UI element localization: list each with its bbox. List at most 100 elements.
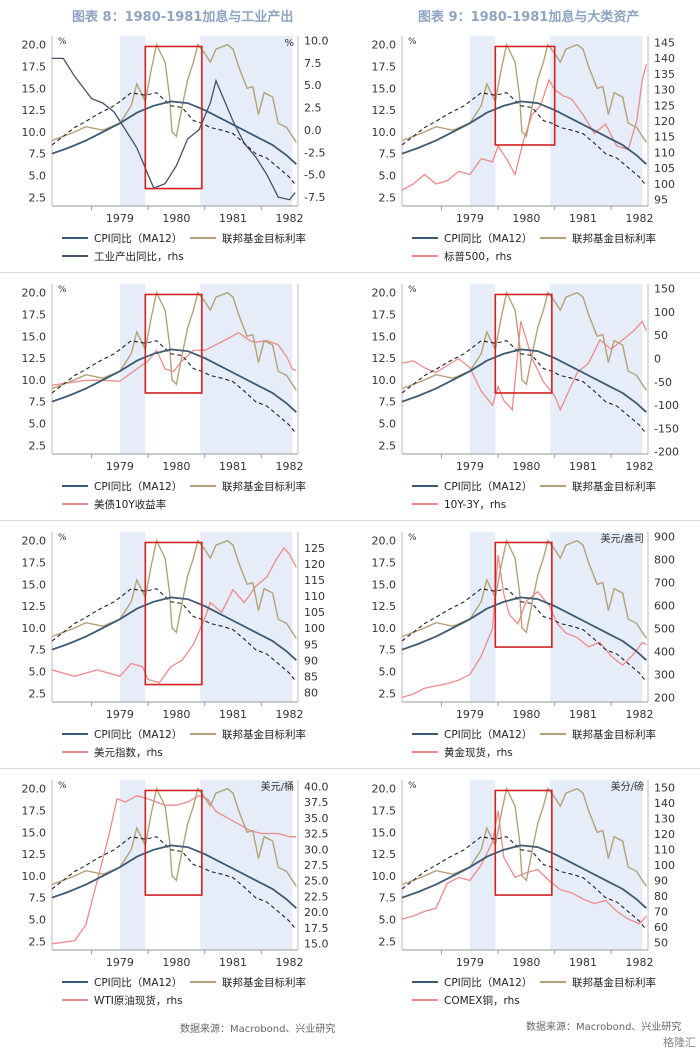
highlight-box bbox=[144, 541, 203, 686]
x-tick-label: 1980 bbox=[512, 956, 540, 969]
y-right-tick-label: 150 bbox=[654, 283, 675, 296]
y-left-tick-label: 17.5 bbox=[22, 309, 47, 322]
shade-band-1 bbox=[550, 284, 643, 454]
y-right-unit: 美元/桶 bbox=[261, 780, 294, 793]
chart-panel-ust10y: 20.0 17.5 15.0 12.5 10.0 7.5 5.0 2.5% 1979 1980 19… bbox=[0, 274, 350, 522]
shade-band-1 bbox=[200, 284, 293, 454]
header-left: 图表 8：1980-1981加息与工业产出 bbox=[72, 10, 294, 25]
y-left-tick-label: 7.5 bbox=[29, 396, 47, 409]
y-right-tick-label: 100 bbox=[654, 306, 675, 319]
y-right-unit: % bbox=[284, 38, 294, 49]
y-right-tick-label: 300 bbox=[654, 668, 675, 681]
watermark-logo: 格隆汇 bbox=[663, 1036, 696, 1049]
x-tick-label: 1981 bbox=[569, 956, 597, 969]
y-right-tick-label: 130 bbox=[654, 84, 675, 97]
source-note-left: 数据来源：Macrobond、兴业研究 bbox=[180, 1024, 336, 1035]
series-fed-target-line bbox=[52, 290, 297, 391]
y-right-tick-label: 90 bbox=[654, 874, 668, 887]
y-left-tick-label: 7.5 bbox=[379, 148, 397, 161]
y-left-tick-label: 12.5 bbox=[372, 352, 397, 365]
y-right-tick-label: 600 bbox=[654, 600, 675, 613]
legend-label: 美债10Y收益率 bbox=[94, 498, 166, 511]
y-right-tick-label: 15.0 bbox=[304, 938, 329, 951]
y-left-tick-label: 15.0 bbox=[22, 330, 47, 343]
y-left-tick-label: 7.5 bbox=[379, 892, 397, 905]
x-tick-label: 1982 bbox=[276, 212, 304, 225]
y-left-tick-label: 5.0 bbox=[29, 913, 47, 926]
chart-svg-usd_index: 20.0 17.5 15.0 12.5 10.0 7.5 5.0 2.5% 125 120 115 1… bbox=[22, 532, 325, 759]
y-right-tick-label: 27.5 bbox=[304, 859, 329, 872]
highlight-box bbox=[144, 789, 203, 896]
shade-band-1 bbox=[550, 532, 643, 702]
y-left-tick-label: 12.5 bbox=[372, 600, 397, 613]
y-left-tick-label: 5.0 bbox=[29, 417, 47, 430]
y-right-tick-label: 700 bbox=[654, 577, 675, 590]
y-left-tick-label: 2.5 bbox=[379, 439, 397, 452]
y-left-tick-label: 12.5 bbox=[22, 600, 47, 613]
legend-label: CPI同比（MA12） bbox=[444, 728, 532, 741]
series-fed-target-line bbox=[52, 538, 297, 639]
series-cpi-ma12-line bbox=[52, 844, 297, 909]
series-cpi-yoy-dash-line bbox=[52, 588, 297, 683]
x-tick-label: 1980 bbox=[512, 460, 540, 473]
y-right-tick-label: 120 bbox=[654, 115, 675, 128]
x-tick-label: 1981 bbox=[219, 212, 247, 225]
source-note-right: 数据来源：Macrobond、兴业研究 bbox=[526, 1022, 682, 1033]
series-rhs-line bbox=[402, 810, 647, 925]
y-right-tick-label: 110 bbox=[304, 590, 325, 603]
y-right-unit: 美分/磅 bbox=[611, 780, 644, 793]
y-left-tick-label: 7.5 bbox=[29, 148, 47, 161]
legend-label: 黄金现货，rhs bbox=[444, 746, 513, 759]
y-right-tick-label: 400 bbox=[654, 645, 675, 658]
y-right-tick-label: 115 bbox=[654, 131, 675, 144]
y-right-tick-label: 100 bbox=[654, 178, 675, 191]
x-tick-label: 1979 bbox=[106, 708, 134, 721]
series-cpi-yoy-dash-line bbox=[402, 92, 647, 187]
series-cpi-ma12-line bbox=[402, 100, 647, 165]
y-left-tick-label: 15.0 bbox=[22, 826, 47, 839]
series-rhs-line bbox=[52, 57, 296, 201]
series-cpi-yoy-dash-line bbox=[402, 340, 647, 435]
y-left-tick-label: 7.5 bbox=[379, 396, 397, 409]
series-cpi-yoy-dash-line bbox=[52, 836, 297, 931]
series-fed-target-line bbox=[52, 42, 297, 143]
y-left-tick-label: 20.0 bbox=[22, 535, 47, 548]
y-right-tick-label: 40.0 bbox=[304, 780, 329, 793]
series-fed-target-line bbox=[402, 42, 647, 143]
x-tick-label: 1980 bbox=[162, 708, 190, 721]
y-right-unit: 美元/盎司 bbox=[601, 532, 644, 545]
y-right-tick-label: 5.0 bbox=[304, 79, 322, 92]
chart-svg-ust10y: 20.0 17.5 15.0 12.5 10.0 7.5 5.0 2.5% 1979 1980 19… bbox=[22, 284, 306, 511]
y-right-tick-label: 800 bbox=[654, 554, 675, 567]
legend-label: WTI原油现货，rhs bbox=[94, 994, 183, 1007]
y-right-tick-label: -150 bbox=[654, 422, 679, 435]
chart-panel-wti: 20.0 17.5 15.0 12.5 10.0 7.5 5.0 2.5% 40.0 37.5 35… bbox=[0, 770, 350, 1018]
y-right-tick-label: 500 bbox=[654, 622, 675, 635]
y-right-tick-label: 125 bbox=[304, 542, 325, 555]
y-left-unit: % bbox=[408, 285, 417, 295]
legend-label: 工业产出同比，rhs bbox=[94, 250, 184, 263]
divider bbox=[0, 768, 700, 769]
y-right-tick-label: 95 bbox=[654, 194, 668, 207]
y-left-tick-label: 17.5 bbox=[22, 61, 47, 74]
y-left-tick-label: 2.5 bbox=[29, 191, 47, 204]
y-left-tick-label: 15.0 bbox=[22, 82, 47, 95]
y-right-tick-label: 100 bbox=[654, 859, 675, 872]
x-tick-label: 1980 bbox=[512, 212, 540, 225]
shade-band-1 bbox=[550, 36, 643, 206]
y-left-tick-label: 10.0 bbox=[22, 870, 47, 883]
x-tick-label: 1980 bbox=[162, 212, 190, 225]
y-left-tick-label: 5.0 bbox=[29, 169, 47, 182]
y-left-tick-label: 7.5 bbox=[29, 892, 47, 905]
y-right-tick-label: 20.0 bbox=[304, 906, 329, 919]
legend-label: CPI同比（MA12） bbox=[444, 480, 532, 493]
y-left-unit: % bbox=[58, 533, 67, 543]
chart-svg-gold: 20.0 17.5 15.0 12.5 10.0 7.5 5.0 2.5% 900 800 700 6… bbox=[372, 531, 676, 759]
x-tick-label: 1979 bbox=[106, 212, 134, 225]
x-tick-label: 1981 bbox=[219, 460, 247, 473]
y-left-tick-label: 20.0 bbox=[372, 535, 397, 548]
y-left-tick-label: 2.5 bbox=[379, 687, 397, 700]
y-right-tick-label: 200 bbox=[654, 691, 675, 704]
highlight-box bbox=[494, 293, 553, 394]
y-left-tick-label: 5.0 bbox=[379, 913, 397, 926]
